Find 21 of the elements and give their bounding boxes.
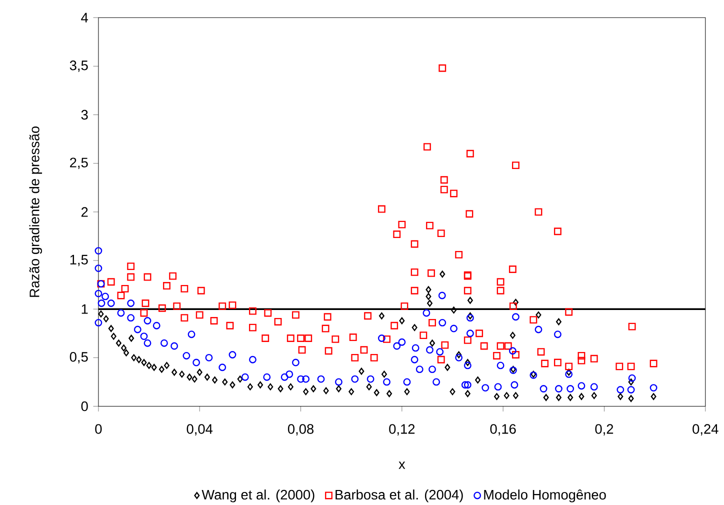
y-tick-label: 2 xyxy=(81,207,88,217)
y-tick-label: 1 xyxy=(82,304,88,314)
legend-label: Barbosa et al. (2004) xyxy=(336,489,463,502)
y-tick-label: 0 xyxy=(81,401,88,412)
x-axis-title: x xyxy=(398,462,406,469)
x-tick-label: 0 xyxy=(95,424,102,434)
y-axis-title: Razão gradiente de pressão xyxy=(29,126,42,297)
legend-label: Modelo Homogêneo xyxy=(484,489,606,502)
x-tick-label: 0,12 xyxy=(389,424,415,436)
y-tick-label: 3,5 xyxy=(70,60,88,72)
y-tick-label: 3 xyxy=(81,110,88,120)
legend-label: Wang et al. (2000) xyxy=(202,489,314,502)
x-tick-label: 0,2 xyxy=(595,424,614,436)
x-tick-label: 0,08 xyxy=(288,424,314,436)
y-tick-label: 2,5 xyxy=(70,158,88,169)
x-tick-label: 0,04 xyxy=(186,424,213,436)
x-tick-label: 0,16 xyxy=(490,424,516,436)
y-tick-label: 1,5 xyxy=(70,254,88,266)
y-tick-label: 0,5 xyxy=(70,352,88,364)
y-tick-label: 4 xyxy=(81,12,88,22)
x-tick-label: 0,24 xyxy=(692,424,718,436)
